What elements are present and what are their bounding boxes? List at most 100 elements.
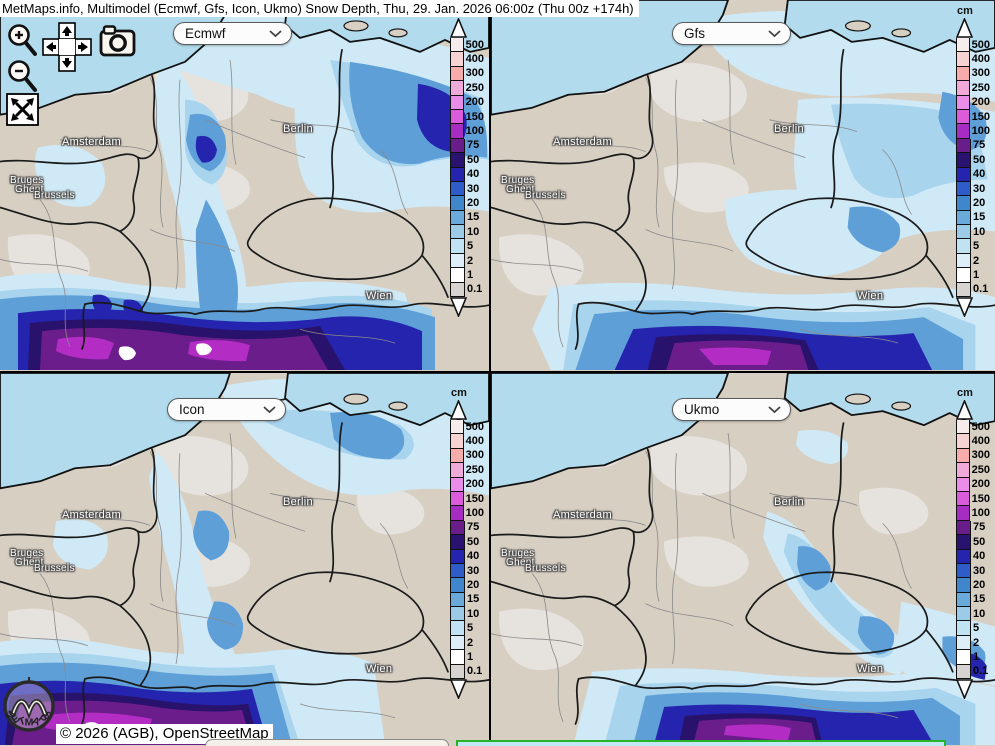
colorbar-tick-label: 200 — [465, 96, 484, 109]
colorbar-swatch — [956, 635, 971, 651]
colorbar-swatch — [956, 520, 971, 536]
model-select-3-value: Icon — [179, 402, 205, 417]
colorbar-swatch — [956, 239, 971, 254]
colorbar-step: 1 — [450, 650, 484, 665]
colorbar-tick-label: 40 — [467, 550, 480, 563]
colorbar-step: 200 — [956, 477, 990, 492]
chevron-down-icon — [263, 406, 276, 413]
colorbar-step: 400 — [450, 52, 484, 67]
map-canvas-icon[interactable]: Amsterdam Berlin Bruges Ghent Brussels Wien — [0, 373, 489, 746]
colorbar-tick-label: 150 — [971, 110, 990, 123]
colorbar-tick-label: 75 — [973, 139, 986, 152]
colorbar-step: 5 — [450, 239, 484, 254]
colorbar-tick-label: 2 — [973, 636, 980, 649]
colorbar-step: 500 — [450, 38, 484, 53]
colorbar-step: 40 — [450, 167, 484, 182]
colorbar-step: 2 — [956, 635, 990, 651]
colorbar-step: 15 — [450, 210, 484, 226]
colorbar-swatch — [450, 592, 465, 608]
colorbar-swatch — [956, 253, 971, 269]
colorbar-tick-label: 40 — [973, 550, 986, 563]
colorbar-swatch — [450, 66, 464, 82]
map-canvas-gfs[interactable]: Amsterdam Berlin Bruges Ghent Brussels Wien — [491, 0, 995, 371]
colorbar-tick-label: 2 — [467, 254, 474, 267]
timeline-fragment[interactable] — [456, 740, 946, 746]
colorbar-arrow-down — [956, 297, 990, 318]
model-select-2[interactable]: Gfs — [672, 22, 791, 45]
colorbar-swatch — [956, 621, 971, 636]
colorbar-tick-label: 5 — [973, 622, 980, 635]
colorbar-tick-label: 400 — [465, 435, 484, 448]
colorbar-tick-label: 20 — [467, 578, 480, 591]
colorbar-tick-label: 150 — [465, 110, 484, 123]
page-title: MetMaps.info, Multimodel (Ecmwf, Gfs, Ic… — [0, 0, 639, 17]
screenshot-button[interactable] — [99, 24, 137, 63]
colorbar-tick-label: 10 — [973, 607, 986, 620]
colorbar-step: 10 — [956, 225, 990, 240]
colorbar-tick-label: 50 — [467, 153, 480, 166]
chevron-down-icon — [768, 406, 781, 413]
colorbar-step: 75 — [956, 138, 990, 154]
colorbar-tick-label: 30 — [467, 564, 480, 577]
colorbar-swatch — [956, 650, 971, 665]
colorbar-tick-label: 1 — [973, 268, 980, 281]
colorbar-swatch — [450, 124, 464, 139]
colorbar-arrow-up — [956, 400, 990, 420]
colorbar-step: 100 — [956, 506, 990, 521]
colorbar-step: 20 — [450, 196, 484, 211]
map-canvas-ukmo[interactable]: Amsterdam Berlin Bruges Ghent Brussels Wien — [491, 373, 995, 746]
colorbar-swatch — [956, 38, 970, 53]
model-select-1-value: Ecmwf — [185, 26, 226, 41]
colorbar-step: 20 — [450, 578, 484, 593]
colorbar-swatch — [450, 196, 465, 211]
colorbar-tick-label: 100 — [465, 125, 484, 138]
colorbar-step: 300 — [450, 66, 484, 82]
colorbar-swatch — [450, 506, 464, 521]
colorbar-tick-label: 250 — [465, 81, 484, 94]
map-canvas-ecmwf[interactable]: Amsterdam Berlin Bruges Ghent Brussels Wien — [0, 0, 489, 371]
bottom-toolbar-fragment[interactable] — [205, 739, 449, 746]
colorbar-tick-label: 15 — [973, 211, 986, 224]
colorbar-tick-label: 50 — [973, 153, 986, 166]
panel-icon: Amsterdam Berlin Bruges Ghent Brussels Wien I… — [0, 373, 489, 746]
colorbar-swatch — [450, 563, 465, 579]
model-select-3[interactable]: Icon — [167, 398, 286, 421]
colorbar-step: 2 — [956, 253, 990, 269]
colorbar-step: 250 — [450, 463, 484, 478]
colorbar-arrow-down — [956, 679, 990, 700]
colorbar-tick-label: 75 — [467, 521, 480, 534]
colorbar-swatch — [956, 268, 971, 283]
colorbar-swatch — [956, 420, 970, 435]
colorbar-step: 250 — [450, 81, 484, 96]
colorbar: cm 500 400 300 250 200 150 100 75 50 40 … — [956, 5, 990, 318]
colorbar-tick-label: 5 — [467, 240, 474, 253]
colorbar-swatch — [956, 124, 970, 139]
colorbar-swatch — [450, 520, 465, 536]
zoom-in-button[interactable] — [6, 22, 40, 65]
model-select-4-value: Ukmo — [684, 402, 720, 417]
zoom-out-icon — [8, 60, 37, 92]
colorbar-step: 0.1 — [956, 282, 990, 298]
colorbar: cm 500 400 300 250 200 150 100 75 50 40 … — [956, 387, 990, 700]
colorbar-tick-label: 400 — [971, 53, 990, 66]
colorbar-swatch — [956, 167, 971, 182]
colorbar-swatch — [956, 491, 970, 507]
fullscreen-button[interactable] — [6, 93, 39, 131]
colorbar-step: 150 — [450, 491, 484, 507]
colorbar-swatch — [450, 420, 464, 435]
colorbar-swatch — [956, 664, 971, 680]
model-select-4[interactable]: Ukmo — [672, 398, 791, 421]
zoom-out-button[interactable] — [6, 58, 40, 101]
colorbar-step: 30 — [956, 181, 990, 197]
colorbar-swatch — [450, 109, 464, 125]
colorbar-swatch — [450, 578, 465, 593]
colorbar-tick-label: 200 — [971, 96, 990, 109]
pan-control[interactable] — [42, 22, 92, 77]
colorbar-swatch — [956, 535, 971, 550]
colorbar-swatch — [450, 282, 465, 298]
colorbar-step: 0.1 — [450, 282, 484, 298]
model-select-1[interactable]: Ecmwf — [173, 22, 292, 45]
